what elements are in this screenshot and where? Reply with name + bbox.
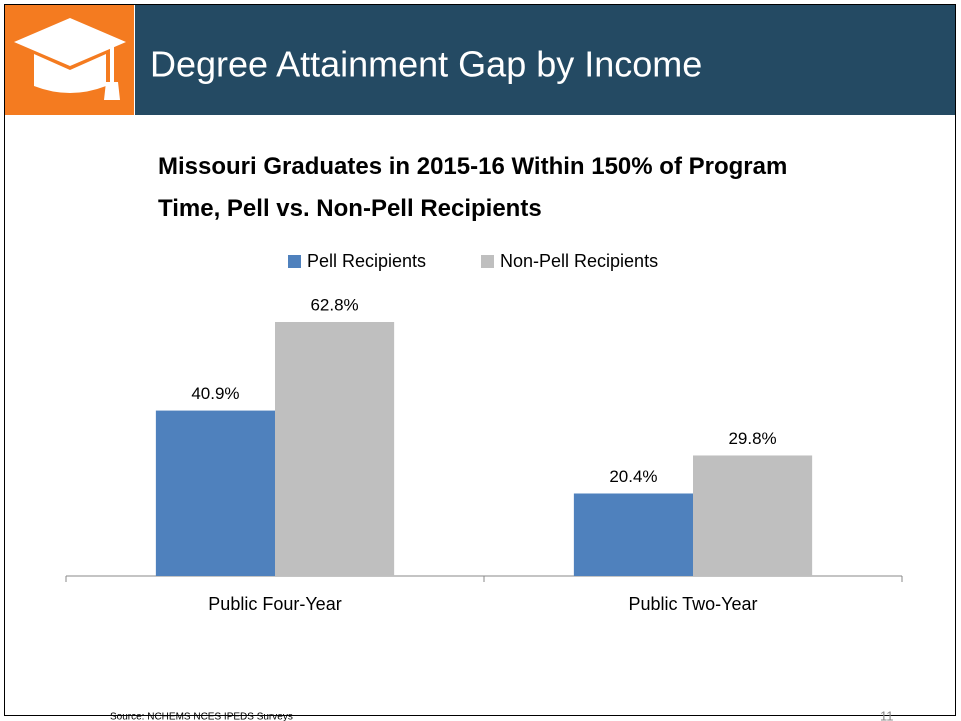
cap-icon xyxy=(14,18,126,100)
value-label: 40.9% xyxy=(191,384,239,403)
legend-label: Non-Pell Recipients xyxy=(500,251,658,271)
value-label: 62.8% xyxy=(310,295,358,314)
legend-swatch xyxy=(288,255,301,268)
x-tick-label: Public Two-Year xyxy=(628,594,757,614)
source: Source: NCHEMS NCES IPEDS Surveys xyxy=(110,712,293,721)
header-bar xyxy=(135,5,955,115)
bar xyxy=(693,455,813,576)
bar xyxy=(275,322,395,576)
header-title: Degree Attainment Gap by Income xyxy=(150,44,702,85)
value-label: 20.4% xyxy=(609,467,657,486)
legend-swatch xyxy=(481,255,494,268)
x-tick-label: Public Four-Year xyxy=(208,594,341,614)
page-number: 11 xyxy=(880,708,894,721)
legend-label: Pell Recipients xyxy=(307,251,426,271)
bar xyxy=(573,493,693,576)
value-label: 29.8% xyxy=(728,429,776,448)
bar xyxy=(155,410,275,576)
slide-border xyxy=(4,4,956,716)
chart-title: Missouri Graduates in 2015-16 Within 150… xyxy=(158,153,788,222)
